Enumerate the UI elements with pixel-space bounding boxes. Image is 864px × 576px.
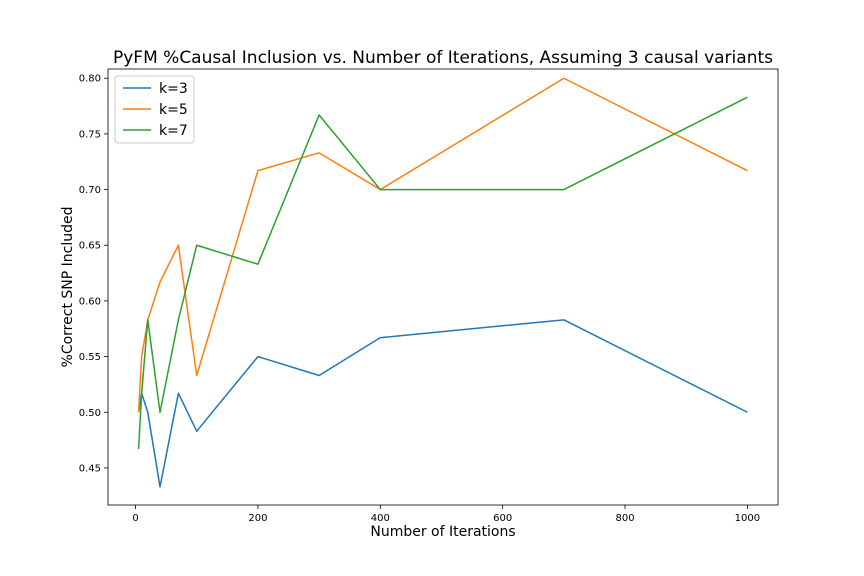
- series-line-k7: [137, 96, 748, 450]
- x-axis-label: Number of Iterations: [370, 524, 515, 540]
- series-layer: [137, 77, 748, 488]
- x-tick-label: 1000: [735, 513, 760, 524]
- y-tick-label: 0.65: [79, 241, 101, 252]
- y-tick-label: 0.55: [79, 352, 101, 363]
- x-axis-ticks: 0 200 400 600 800 1000: [132, 505, 760, 524]
- y-tick-label: 0.70: [79, 185, 101, 196]
- legend-box: [114, 75, 195, 144]
- plot-area: [108, 69, 778, 505]
- x-tick-label: 200: [248, 513, 267, 524]
- y-axis-ticks: 0.45 0.50 0.55 0.60 0.65 0.70 0.75 0.80: [79, 74, 108, 474]
- legend-label-k5: k=5: [159, 102, 188, 118]
- series-line-k3: [137, 319, 748, 488]
- chart-title: PyFM %Causal Inclusion vs. Number of Ite…: [113, 48, 773, 68]
- legend-label-k7: k=7: [159, 123, 188, 139]
- y-tick-label: 0.50: [79, 408, 101, 419]
- legend: k=3 k=5 k=7: [114, 75, 195, 144]
- y-tick-label: 0.80: [79, 74, 101, 85]
- plot-frame: [107, 68, 779, 506]
- x-tick-label: 800: [615, 513, 634, 524]
- legend-label-k3: k=3: [159, 81, 188, 97]
- series-line-k5: [137, 77, 748, 413]
- x-tick-label: 0: [132, 513, 138, 524]
- x-tick-label: 400: [371, 513, 390, 524]
- x-tick-label: 600: [493, 513, 512, 524]
- y-tick-label: 0.60: [79, 296, 101, 307]
- y-tick-label: 0.75: [79, 129, 101, 140]
- y-tick-label: 0.45: [79, 463, 101, 474]
- y-axis-label: %Correct SNP Included: [60, 207, 76, 368]
